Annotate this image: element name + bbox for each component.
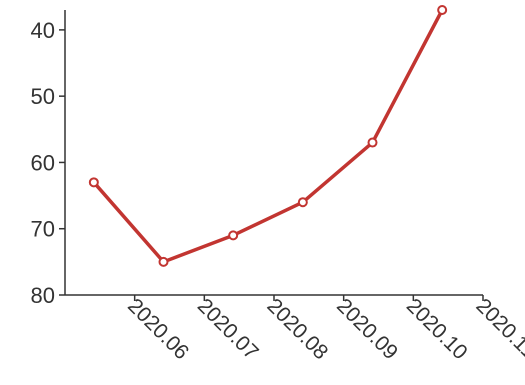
series-line [92, 8, 444, 264]
y-tick-label: 70 [31, 217, 55, 242]
y-tick-label: 60 [31, 150, 55, 175]
y-tick-label: 50 [31, 84, 55, 109]
data-point [437, 5, 448, 15]
data-point [88, 177, 99, 188]
x-tick-label: 2020.08 [262, 294, 332, 364]
x-axis: 2020.06 2020.07 2020.08 2020.09 2020.10 2020.… [123, 294, 525, 364]
x-tick-label: 2020.07 [193, 294, 263, 364]
data-point [158, 256, 169, 267]
x-tick-label: 2020.10 [402, 294, 472, 364]
data-point [367, 137, 378, 148]
x-tick-label: 2020.11 [471, 294, 525, 363]
series-group [88, 5, 448, 267]
y-tick-label: 80 [31, 283, 55, 308]
data-point [297, 197, 308, 208]
y-axis: 40 50 60 70 80 [31, 18, 65, 308]
data-point [228, 230, 239, 241]
x-tick-label: 2020.09 [332, 294, 402, 364]
y-tick-label: 40 [31, 18, 55, 43]
x-tick-label: 2020.06 [123, 294, 193, 364]
